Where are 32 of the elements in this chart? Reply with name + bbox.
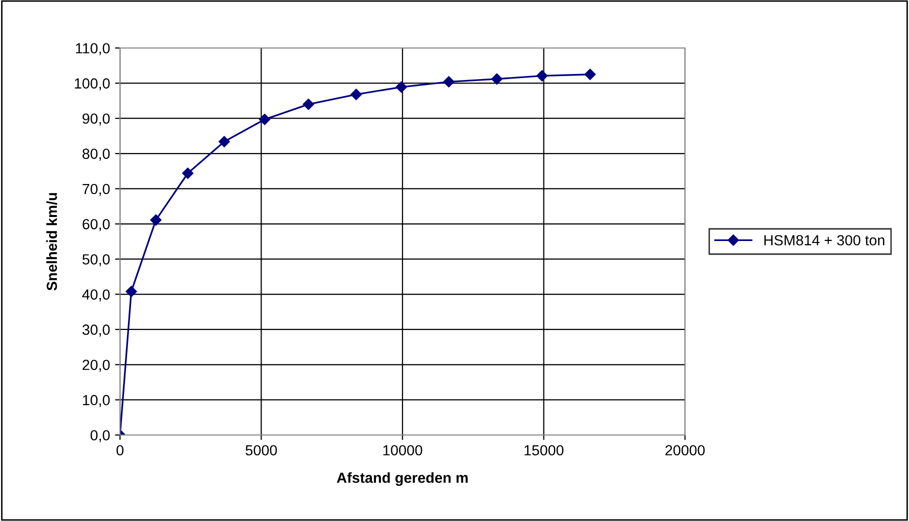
y-tick-label: 40,0	[82, 289, 110, 302]
y-tick-label: 80,0	[82, 148, 110, 161]
point	[536, 70, 548, 82]
point	[182, 168, 194, 179]
y-tick-label: 50,0	[82, 254, 110, 266]
y-tick-label: 10,0	[83, 394, 110, 407]
point	[443, 76, 454, 88]
point	[218, 136, 230, 148]
x-axis-title: Afstand gereden m	[336, 472, 468, 486]
y-tick-label: 0,0	[90, 430, 110, 442]
y-tick-label: 110,0	[76, 43, 110, 56]
y-tick-label: 100,0	[74, 78, 110, 90]
y-tick-label: 60,0	[82, 219, 110, 232]
y-tick-label: 90,0	[82, 113, 110, 126]
point	[259, 114, 270, 126]
y-tick-label: 30,0	[82, 324, 110, 337]
x-tick-label: 10000	[383, 445, 422, 456]
x-tick-label: 20000	[665, 445, 705, 456]
x-tick-label: 0	[116, 445, 124, 456]
y-tick-label: 70,0	[82, 184, 110, 196]
point	[150, 214, 162, 226]
x-tick-label: 15000	[524, 445, 564, 456]
x-tick-label: 5000	[246, 445, 277, 456]
y-tick-label: 20,0	[82, 360, 110, 372]
point	[350, 88, 362, 100]
legend-label: HSM814 + 300 ton	[764, 235, 884, 246]
point	[302, 98, 314, 110]
point	[584, 68, 596, 80]
point	[126, 286, 137, 298]
point	[396, 81, 407, 93]
point	[491, 73, 502, 85]
y-axis-title: Snelheid km/u	[46, 193, 58, 291]
